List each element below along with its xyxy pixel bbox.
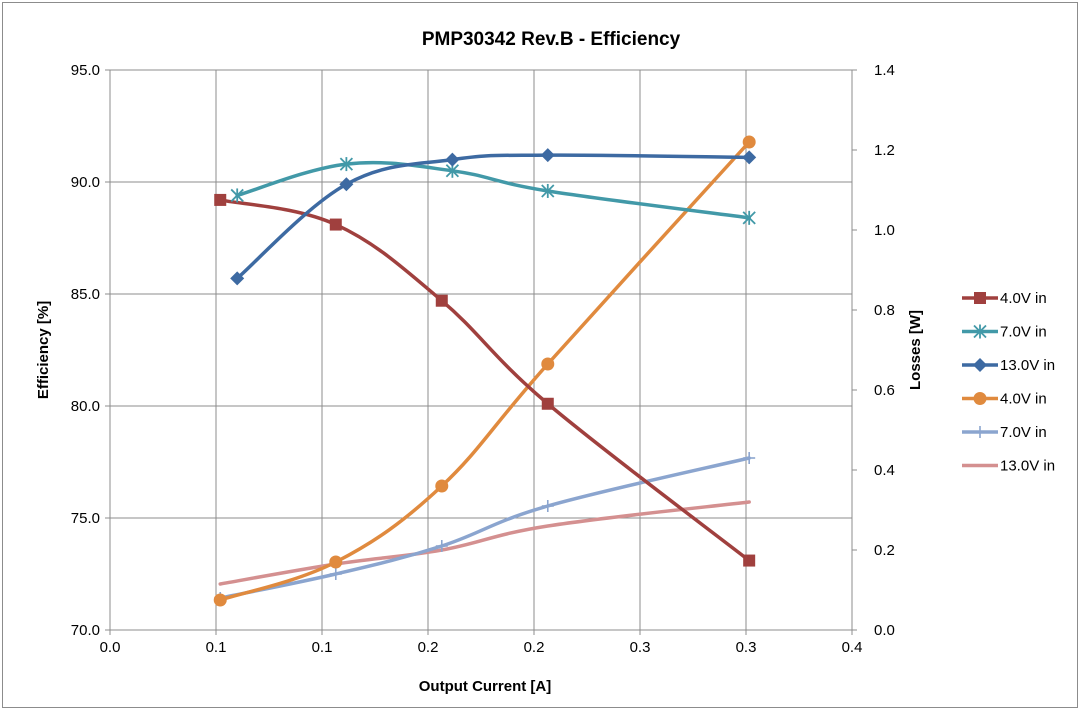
x-tick-label: 0.3 <box>736 639 757 656</box>
data-point <box>339 177 354 192</box>
data-point <box>329 568 342 580</box>
x-tick-label: 0.2 <box>524 639 545 656</box>
data-point <box>435 540 448 552</box>
y-tick-label: 70.0 <box>71 622 100 639</box>
y2-tick-label: 0.8 <box>874 302 895 319</box>
x-tick-label: 0.1 <box>206 639 227 656</box>
series-1 <box>230 157 756 225</box>
legend-marker <box>973 324 987 339</box>
data-point <box>339 157 354 172</box>
x-tick-label: 0.4 <box>842 639 863 656</box>
series-2 <box>230 148 757 286</box>
y2-tick-label: 0.2 <box>874 542 895 559</box>
series-line <box>218 140 751 602</box>
data-point <box>435 479 449 493</box>
y-tick-label: 80.0 <box>71 398 100 415</box>
legend-marker <box>974 292 986 304</box>
data-point <box>743 554 756 567</box>
legend-label: 7.0V in <box>1000 424 1047 441</box>
y-tick-label: 95.0 <box>71 62 100 79</box>
data-point <box>541 357 555 371</box>
chart-title: PMP30342 Rev.B - Efficiency <box>422 29 681 50</box>
data-point <box>541 183 555 198</box>
y-tick-label: 85.0 <box>71 286 100 303</box>
data-point <box>435 294 448 307</box>
y2-tick-label: 1.0 <box>874 222 895 239</box>
series-line <box>218 198 751 563</box>
data-point <box>213 593 227 607</box>
series-line <box>235 160 751 220</box>
y2-tick-label: 0.0 <box>874 622 895 639</box>
data-point <box>329 555 343 569</box>
axes: 0.0 0.1 0.1 0.2 0.2 0.3 0.3 0.4 70.0 75.0 80.0 85.0… <box>71 62 895 656</box>
y2-tick-label: 0.4 <box>874 462 895 479</box>
y2-tick-label: 1.4 <box>874 62 895 79</box>
x-tick-label: 0.2 <box>418 639 439 656</box>
series-3 <box>213 135 756 607</box>
data-point <box>743 452 756 464</box>
y2-tick-label: 1.2 <box>874 142 895 159</box>
x-axis-title: Output Current [A] <box>419 678 551 695</box>
data-point <box>742 135 756 149</box>
legend-label: 7.0V in <box>1000 324 1047 341</box>
legend-marker <box>973 358 987 372</box>
x-tick-label: 0.0 <box>100 639 121 656</box>
legend-marker <box>974 426 986 438</box>
legend-item: 13.0V in <box>962 458 1055 475</box>
series-5 <box>218 500 751 586</box>
series-line <box>218 500 751 586</box>
legend: 4.0V in 7.0V in 13.0V in 4.0V in 7.0V in 13.0… <box>962 290 1055 475</box>
legend-label: 13.0V in <box>1000 458 1055 475</box>
y-tick-label: 75.0 <box>71 510 100 527</box>
series-line <box>218 456 751 600</box>
legend-label: 4.0V in <box>1000 290 1047 307</box>
data-point <box>541 397 554 410</box>
data-point <box>230 271 245 286</box>
legend-marker <box>973 392 987 405</box>
legend-item: 4.0V in <box>962 391 1047 408</box>
plot-area <box>109 69 853 631</box>
legend-item: 7.0V in <box>962 424 1047 441</box>
legend-label: 4.0V in <box>1000 391 1047 408</box>
y2-axis-title: Losses [W] <box>907 310 924 390</box>
y-tick-label: 90.0 <box>71 174 100 191</box>
data-point <box>742 210 756 225</box>
y-axis-title: Efficiency [%] <box>35 301 52 399</box>
legend-label: 13.0V in <box>1000 357 1055 374</box>
series-layer <box>213 135 757 607</box>
x-tick-label: 0.1 <box>312 639 333 656</box>
data-point <box>214 193 227 206</box>
series-0 <box>214 193 756 567</box>
data-point <box>329 218 342 231</box>
grid <box>109 69 853 631</box>
legend-item: 13.0V in <box>962 357 1055 374</box>
legend-item: 4.0V in <box>962 290 1047 307</box>
y2-tick-label: 0.6 <box>874 382 895 399</box>
data-point <box>230 188 244 203</box>
data-point <box>742 150 757 165</box>
data-point <box>540 148 555 163</box>
x-tick-label: 0.3 <box>630 639 651 656</box>
data-point <box>445 152 460 167</box>
series-4 <box>214 452 756 604</box>
data-point <box>541 500 554 512</box>
legend-item: 7.0V in <box>962 324 1047 341</box>
